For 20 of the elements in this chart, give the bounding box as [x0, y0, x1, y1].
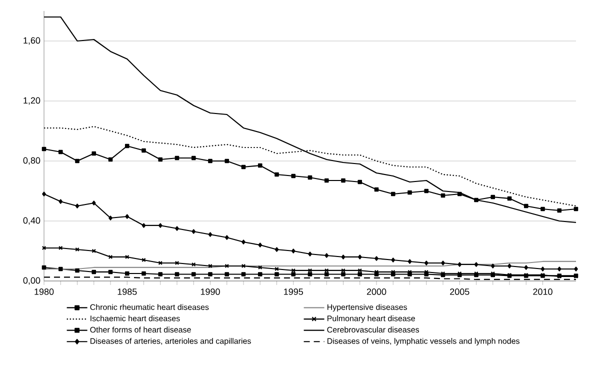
x-tick-label: 1985 — [118, 288, 137, 295]
legend-label: Diseases of veins, lymphatic vessels and lymph nodes — [327, 338, 520, 346]
y-tick-label: 0,80 — [23, 157, 40, 165]
x-tick-label: 2005 — [450, 288, 470, 295]
legend-label: Pulmonary heart disease — [327, 315, 415, 323]
x-tick-label: 2000 — [366, 288, 386, 295]
legend-label: Cerebrovascular diseases — [327, 326, 420, 333]
y-tick-label: 1,60 — [24, 37, 40, 45]
x-tick-label: 1995 — [284, 288, 303, 295]
legend-label: Diseases of arteries, arterioles and capillaries — [90, 338, 251, 346]
y-tick-label: 0,00 — [23, 277, 40, 285]
legend-label: Chronic rheumatic heart diseases — [90, 304, 209, 310]
legend-label: Hypertensive diseases — [327, 304, 408, 312]
x-tick-label: 1980 — [34, 288, 54, 295]
y-tick-label: 0,40 — [23, 217, 40, 225]
legend-label: Other forms of heart disease — [90, 326, 191, 333]
y-tick-label: 1,20 — [24, 97, 40, 105]
x-tick-label: 1990 — [200, 288, 220, 295]
x-tick-label: 2010 — [533, 288, 552, 295]
legend-label: Ischaemic heart diseases — [90, 315, 180, 322]
